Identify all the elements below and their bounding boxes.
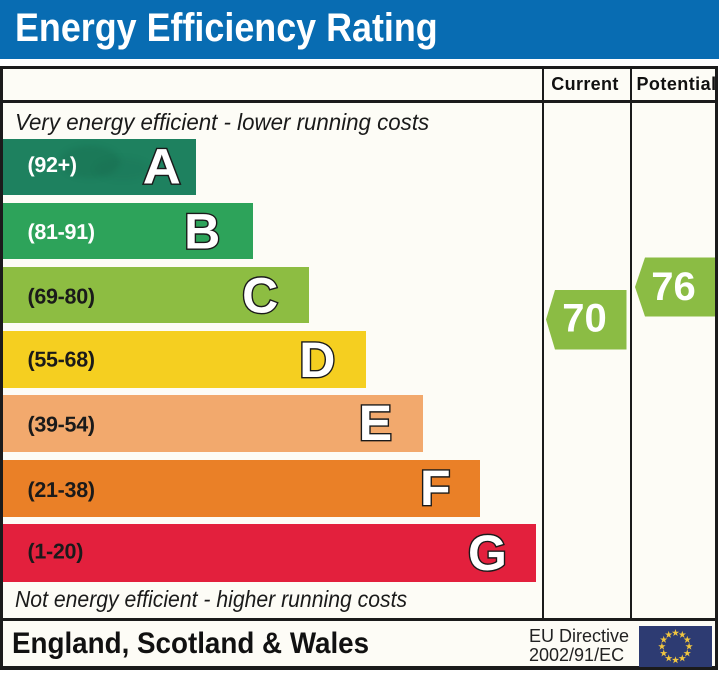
svg-text:A: A [143, 139, 181, 195]
svg-text:C: C [242, 267, 278, 323]
svg-text:(1-20): (1-20) [28, 539, 84, 563]
svg-text:(81-91): (81-91) [28, 220, 95, 244]
svg-text:E: E [359, 395, 392, 451]
svg-text:(21-38): (21-38) [28, 478, 95, 502]
svg-text:(69-80): (69-80) [28, 285, 95, 309]
svg-text:(92+): (92+) [28, 153, 77, 177]
svg-text:76: 76 [651, 265, 696, 309]
svg-text:G: G [468, 525, 507, 581]
svg-text:(39-54): (39-54) [28, 413, 95, 437]
svg-text:(55-68): (55-68) [28, 348, 95, 372]
svg-text:D: D [299, 332, 335, 388]
svg-text:70: 70 [562, 297, 607, 341]
svg-text:B: B [184, 204, 220, 260]
svg-text:F: F [420, 460, 451, 516]
